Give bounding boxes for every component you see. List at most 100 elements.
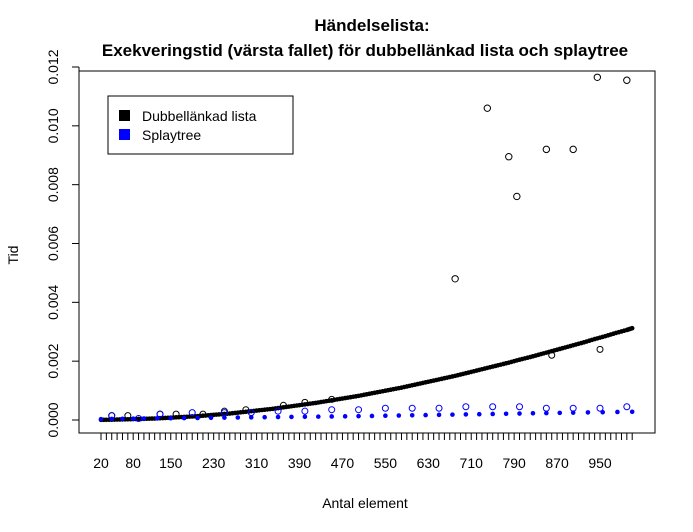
y-tick-label: 0.008 <box>45 167 61 202</box>
data-point <box>316 414 321 419</box>
data-point <box>585 410 591 415</box>
data-point <box>436 412 442 418</box>
data-point-open <box>623 403 631 411</box>
y-tick-label: 0.000 <box>45 402 61 437</box>
x-tick-label: 150 <box>159 455 183 471</box>
data-point <box>544 410 549 416</box>
data-point <box>615 409 620 415</box>
chart-subtitle: Exekveringstid (värsta fallet) för dubbe… <box>102 41 628 60</box>
data-point-open <box>542 404 550 412</box>
legend-box <box>107 95 294 155</box>
y-tick-label: 0.004 <box>45 285 61 320</box>
data-point <box>476 411 482 417</box>
data-point <box>168 415 174 421</box>
data-point-open <box>328 395 336 403</box>
data-point-open <box>408 404 416 412</box>
data-point-open <box>381 404 389 412</box>
x-tick-label: 710 <box>460 455 484 471</box>
data-point <box>208 415 214 421</box>
data-point-open <box>135 415 143 423</box>
data-point <box>98 416 104 422</box>
data-point <box>289 414 294 420</box>
data-point <box>275 414 281 420</box>
y-axis: 0.000 0.002 0.004 0.006 0.008 0.010 0.012 <box>45 49 80 438</box>
data-point <box>383 413 388 419</box>
data-point <box>396 413 402 418</box>
data-point <box>195 415 200 421</box>
outlier-point <box>542 145 551 154</box>
data-point-open <box>301 407 309 415</box>
data-point-open <box>489 403 497 411</box>
y-tick-label: 0.002 <box>45 343 61 378</box>
data-point-open <box>279 401 287 409</box>
outlier-point <box>513 192 521 201</box>
data-point-open <box>462 403 470 411</box>
data-point <box>629 409 635 415</box>
series-splaytree <box>98 403 635 423</box>
data-point-open <box>435 404 443 412</box>
data-point <box>302 414 308 420</box>
data-point-open <box>172 410 180 418</box>
y-tick-label: 0.006 <box>45 226 61 261</box>
data-point <box>329 414 335 419</box>
data-point <box>629 325 635 331</box>
data-point <box>181 415 187 421</box>
data-point-open <box>274 407 282 415</box>
data-point <box>530 411 536 416</box>
data-point <box>409 412 415 418</box>
data-point <box>342 414 348 419</box>
x-tick-label: 390 <box>288 455 312 471</box>
x-tick-label: 950 <box>588 455 612 471</box>
x-tick-label: 630 <box>417 455 441 471</box>
data-point <box>503 411 509 417</box>
x-tick-label: 230 <box>202 455 226 471</box>
data-point-open <box>328 406 336 414</box>
data-point-open <box>569 404 577 412</box>
data-point <box>130 416 136 421</box>
data-point-open <box>108 412 116 420</box>
data-point <box>235 415 241 420</box>
legend-swatch-splaytree <box>119 129 130 140</box>
data-point-open <box>301 398 309 406</box>
legend-label-dubbellankad: Dubbellänkad lista <box>142 108 257 124</box>
data-point <box>450 412 455 417</box>
data-point <box>369 413 375 419</box>
x-tick-label: 550 <box>374 455 398 471</box>
y-axis-label: Tid <box>5 246 21 265</box>
data-point <box>222 415 227 420</box>
chart-title: Händelselista: <box>314 16 429 35</box>
legend: Dubbellänkad lista Splaytree <box>107 95 294 155</box>
data-point <box>262 414 267 420</box>
x-tick-label: 310 <box>245 455 269 471</box>
data-point-open <box>355 406 363 414</box>
data-point <box>120 416 125 422</box>
data-point-open <box>199 410 207 418</box>
data-point-open <box>516 403 524 411</box>
data-point <box>517 411 522 416</box>
data-marks <box>98 73 635 423</box>
x-axis: 20 80 150 230 310 390 470 550 630 710 790 870 950 <box>93 432 633 471</box>
data-point <box>463 412 469 417</box>
data-point <box>248 415 254 420</box>
outlier-point <box>505 153 513 161</box>
data-point-open <box>220 409 228 417</box>
outlier-point <box>593 73 602 81</box>
x-axis-label: Antal element <box>322 495 408 511</box>
y-tick-label: 0.010 <box>45 108 61 143</box>
data-point-open <box>124 412 132 420</box>
outlier-point <box>569 145 577 154</box>
data-point-open <box>247 409 255 417</box>
x-tick-label: 470 <box>331 455 355 471</box>
data-point <box>356 413 361 419</box>
legend-swatch-dubbellankad <box>119 110 130 121</box>
data-point <box>557 410 563 416</box>
legend-label-splaytree: Splaytree <box>142 127 201 143</box>
outlier-point <box>623 76 631 84</box>
x-tick-label: 790 <box>502 455 526 471</box>
x-tick-label: 80 <box>125 455 141 471</box>
data-point <box>141 416 147 421</box>
data-point-open <box>188 409 196 417</box>
x-tick-label: 870 <box>545 455 569 471</box>
data-point-open <box>548 351 556 359</box>
data-point <box>423 412 428 418</box>
